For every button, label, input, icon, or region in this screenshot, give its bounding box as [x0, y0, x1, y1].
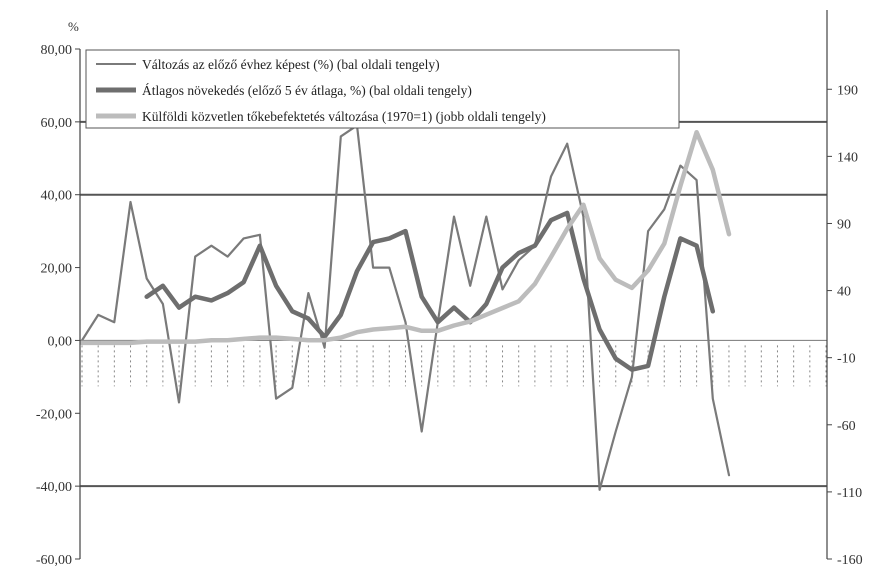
left-tick-label-1: 60,00 — [41, 116, 73, 131]
left-tick-label-0: 80,00 — [41, 43, 73, 58]
right-tick-label-1: 140 — [837, 150, 858, 165]
left-tick-label-2: 40,00 — [41, 189, 73, 204]
right-tick-label-2: 90 — [837, 217, 851, 232]
left-axis-ticks: 80,00 60,00 40,00 20,00 0,00 -20,00 -40,00 -60,… — [36, 43, 80, 566]
axes — [79, 10, 828, 559]
right-tick-label-3: 40 — [837, 285, 851, 300]
left-tick-label-5: -20,00 — [36, 407, 72, 422]
series-line-1 — [144, 210, 716, 372]
right-tick-label-7: -160 — [837, 553, 863, 566]
legend-entry-1: Átlagos növekedés (előző 5 év átlaga, %)… — [142, 83, 472, 98]
left-tick-label-4: 0,00 — [48, 334, 73, 349]
right-tick-label-5: -60 — [837, 419, 856, 434]
legend-entry-2: Külföldi közvetlen tőkebefektetés változ… — [142, 109, 546, 124]
right-tick-label-4: -10 — [837, 352, 856, 367]
left-tick-label-7: -60,00 — [36, 553, 72, 566]
legend-box — [85, 49, 680, 129]
unit-label: % — [68, 19, 79, 34]
right-tick-label-6: -110 — [837, 486, 862, 501]
series-lines — [79, 124, 732, 491]
legend: Változás az előző évhez képest (%) (bal … — [85, 49, 680, 129]
right-axis-ticks: 190 140 90 40 -10 -60 -110 -160 — [827, 83, 863, 566]
x-axis-tick-marks — [81, 345, 827, 387]
series-line-2 — [79, 129, 732, 346]
left-tick-label-6: -40,00 — [36, 480, 72, 495]
legend-entry-0: Változás az előző évhez képest (%) (bal … — [142, 57, 440, 72]
left-tick-label-3: 20,00 — [41, 262, 73, 277]
series-line-0 — [80, 124, 731, 491]
right-tick-label-0: 190 — [837, 83, 858, 98]
